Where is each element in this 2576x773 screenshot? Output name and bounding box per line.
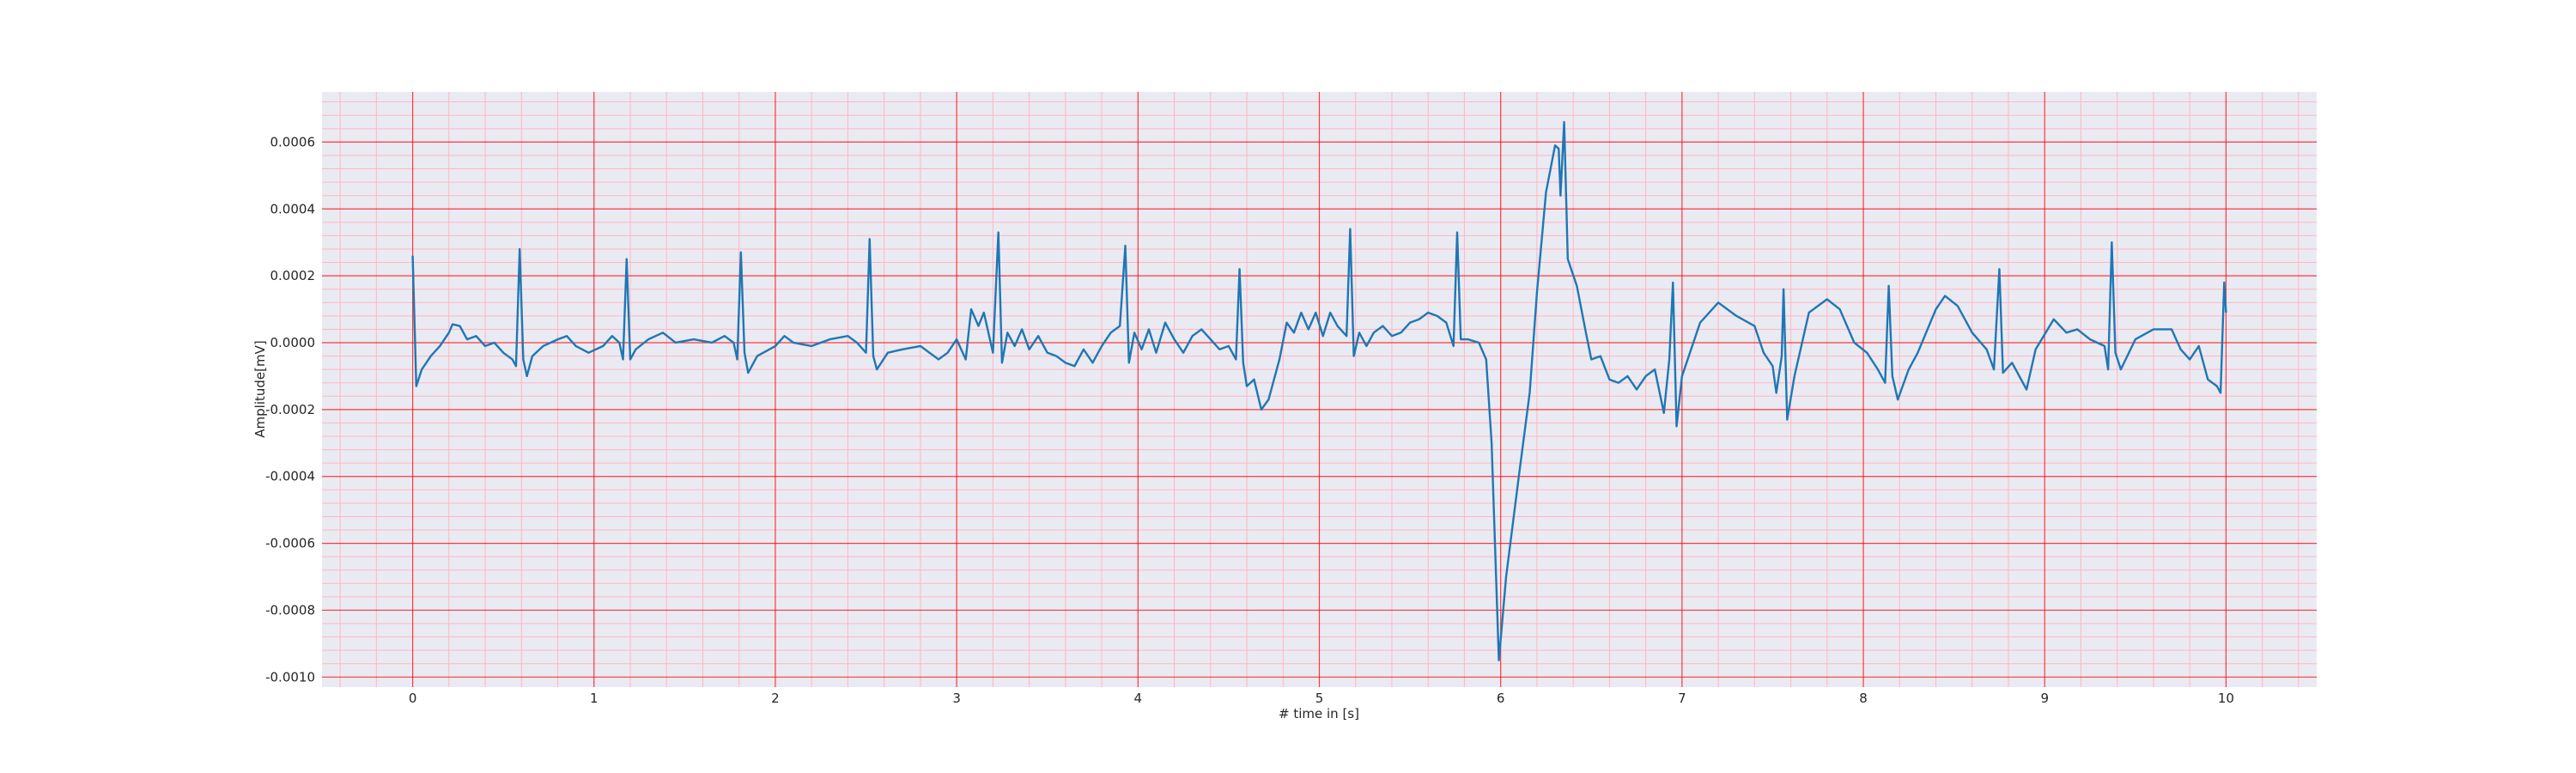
y-tick-label: -0.0004 <box>265 469 315 484</box>
x-tick-label: 3 <box>952 691 961 706</box>
y-axis-label: Amplitude[mV] <box>252 340 268 437</box>
x-tick-label: 6 <box>1497 691 1505 706</box>
y-tick-label: -0.0006 <box>265 536 315 551</box>
x-tick-label: 1 <box>590 691 598 706</box>
x-axis-label: # time in [s] <box>1279 706 1359 721</box>
y-tick-label: -0.0008 <box>265 602 315 618</box>
y-tick-label: 0.0004 <box>270 201 316 216</box>
x-tick-label: 8 <box>1859 691 1868 706</box>
x-tick-label: 0 <box>409 691 417 706</box>
y-tick-label: -0.0010 <box>265 669 315 685</box>
signal-line <box>411 120 2227 662</box>
y-tick-label: 0.0002 <box>270 268 316 283</box>
x-tick-label: 2 <box>771 691 780 706</box>
x-tick-label: 9 <box>2040 691 2049 706</box>
x-tick-label: 10 <box>2218 691 2234 706</box>
x-tick-label: 4 <box>1134 691 1143 706</box>
x-tick-label: 5 <box>1315 691 1324 706</box>
y-tick-label: 0.0000 <box>270 335 316 350</box>
x-tick-label: 7 <box>1678 691 1686 706</box>
y-tick-label: -0.0002 <box>265 402 315 417</box>
y-tick-label: 0.0006 <box>270 134 316 149</box>
